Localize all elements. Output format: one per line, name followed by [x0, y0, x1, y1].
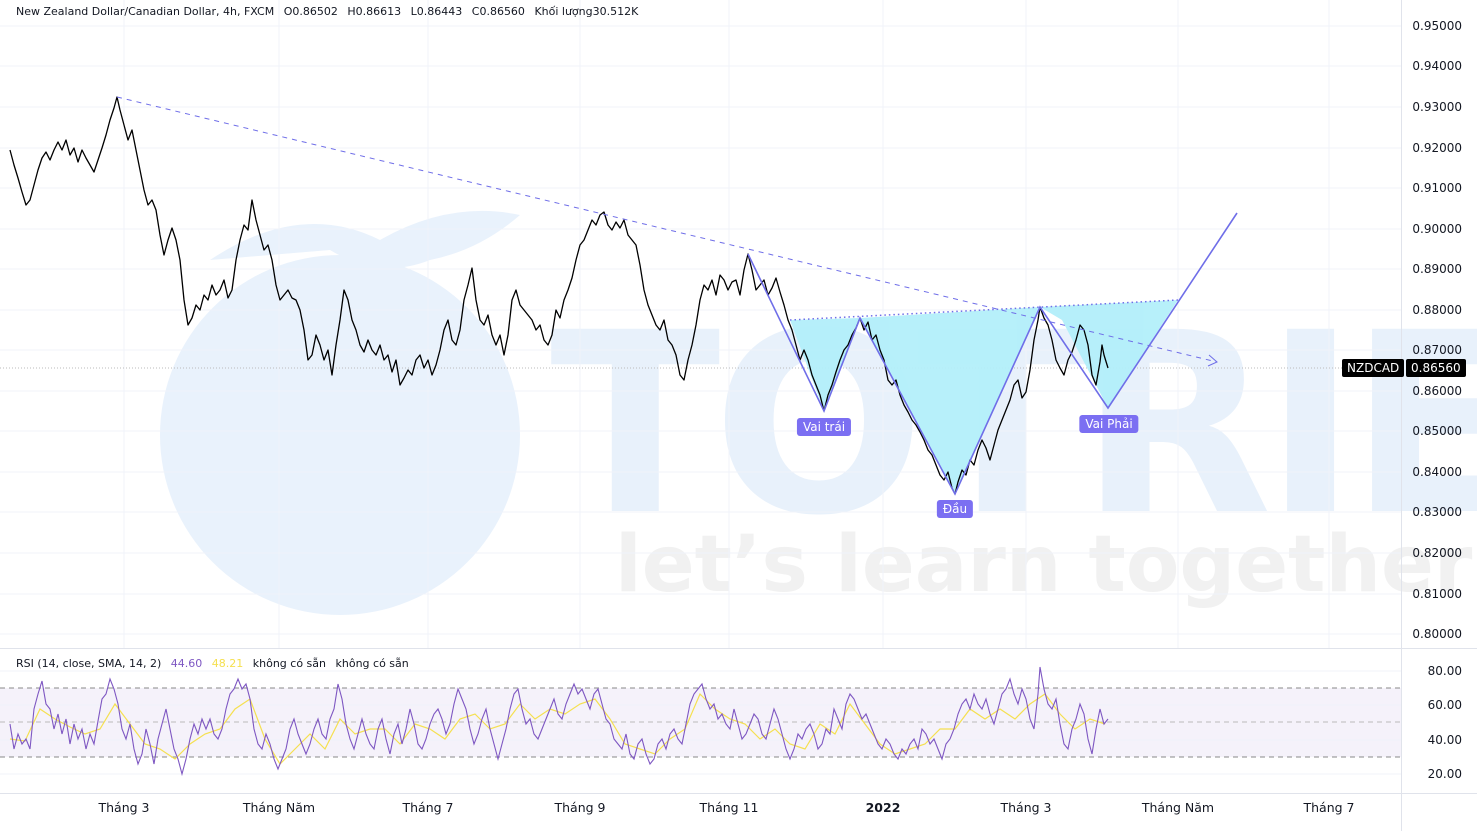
label-left-shoulder[interactable]: Vai trái — [796, 418, 852, 436]
price-axis[interactable]: 0.95000 0.94000 0.93000 0.92000 0.91000 … — [1401, 0, 1477, 648]
rsi-plot — [0, 666, 1401, 777]
rsi-axis[interactable]: 80.00 60.00 40.00 20.00 — [1401, 648, 1477, 794]
time-axis[interactable]: Tháng 3 Tháng Năm Tháng 7 Tháng 9 Tháng … — [0, 793, 1401, 831]
pattern-fill — [790, 300, 1178, 494]
trendline-arrow-icon — [1207, 354, 1218, 367]
price-tick: 0.91000 — [1412, 181, 1462, 195]
time-tick: Tháng 7 — [1303, 800, 1355, 815]
price-tick: 0.83000 — [1412, 505, 1462, 519]
watermark-logo — [160, 210, 520, 615]
neckline — [789, 299, 1179, 321]
axis-corner — [1401, 793, 1477, 831]
symbol-legend[interactable]: New Zealand Dollar/Canadian Dollar, 4h, … — [16, 5, 644, 18]
time-tick: Tháng 3 — [98, 800, 150, 815]
time-tick: Tháng Năm — [1141, 800, 1215, 815]
rsi-tick: 40.00 — [1427, 733, 1462, 747]
ohlc-open: O0.86502 — [283, 5, 338, 18]
rsi-pane[interactable]: RSI (14, close, SMA, 14, 2) 44.60 48.21 … — [0, 648, 1401, 794]
price-grid — [0, 0, 1401, 648]
price-tick: 0.87000 — [1412, 343, 1462, 357]
rsi-band-fill — [0, 688, 1401, 757]
label-head[interactable]: Đầu — [936, 500, 974, 518]
ohlc-high: H0.86613 — [347, 5, 402, 18]
time-tick: Tháng Năm — [242, 800, 316, 815]
ohlc-low: L0.86443 — [410, 5, 463, 18]
time-tick: Tháng 9 — [554, 800, 606, 815]
rsi-sma-value: 48.21 — [211, 657, 244, 670]
price-tick: 0.88000 — [1412, 303, 1462, 317]
time-tick: Tháng 3 — [1000, 800, 1052, 815]
label-right-shoulder[interactable]: Vai Phải — [1079, 415, 1139, 433]
volume: Khối lượng30.512K — [534, 5, 639, 18]
ohlc-close: C0.86560 — [471, 5, 525, 18]
rsi-na-2: không có sẵn — [335, 657, 409, 670]
rsi-tick: 80.00 — [1427, 664, 1462, 678]
price-series — [9, 96, 1109, 495]
price-plot — [0, 0, 1401, 648]
price-tick: 0.95000 — [1412, 19, 1462, 33]
pattern-outline — [747, 212, 1238, 496]
descending-trendline — [116, 96, 1218, 363]
price-tick: 0.80000 — [1412, 627, 1462, 641]
price-tick: 0.84000 — [1412, 465, 1462, 479]
price-tick: 0.92000 — [1412, 141, 1462, 155]
price-tick: 0.86000 — [1412, 384, 1462, 398]
symbol-tag: NZDCAD — [1342, 359, 1405, 377]
price-tick: 0.93000 — [1412, 100, 1462, 114]
time-tick-year: 2022 — [865, 800, 901, 815]
price-tick: 0.82000 — [1412, 546, 1462, 560]
rsi-title: RSI (14, close, SMA, 14, 2) — [16, 657, 162, 670]
price-tick: 0.94000 — [1412, 59, 1462, 73]
rsi-line — [9, 666, 1109, 777]
rsi-legend[interactable]: RSI (14, close, SMA, 14, 2) 44.60 48.21 … — [16, 657, 415, 670]
price-tick: 0.90000 — [1412, 222, 1462, 236]
time-tick: Tháng 11 — [699, 800, 759, 815]
price-tick: 0.85000 — [1412, 424, 1462, 438]
rsi-na-1: không có sẵn — [252, 657, 326, 670]
rsi-tick: 20.00 — [1427, 767, 1462, 781]
rsi-tick: 60.00 — [1427, 698, 1462, 712]
symbol-name: New Zealand Dollar/Canadian Dollar, 4h, … — [16, 5, 275, 18]
time-tick: Tháng 7 — [402, 800, 454, 815]
rsi-value: 44.60 — [170, 657, 203, 670]
price-chart-pane[interactable]: TOTRIEU let’s learn together — [0, 0, 1477, 648]
price-tick: 0.81000 — [1412, 587, 1462, 601]
price-tick: 0.89000 — [1412, 262, 1462, 276]
last-price-tag: 0.86560 — [1406, 359, 1466, 377]
